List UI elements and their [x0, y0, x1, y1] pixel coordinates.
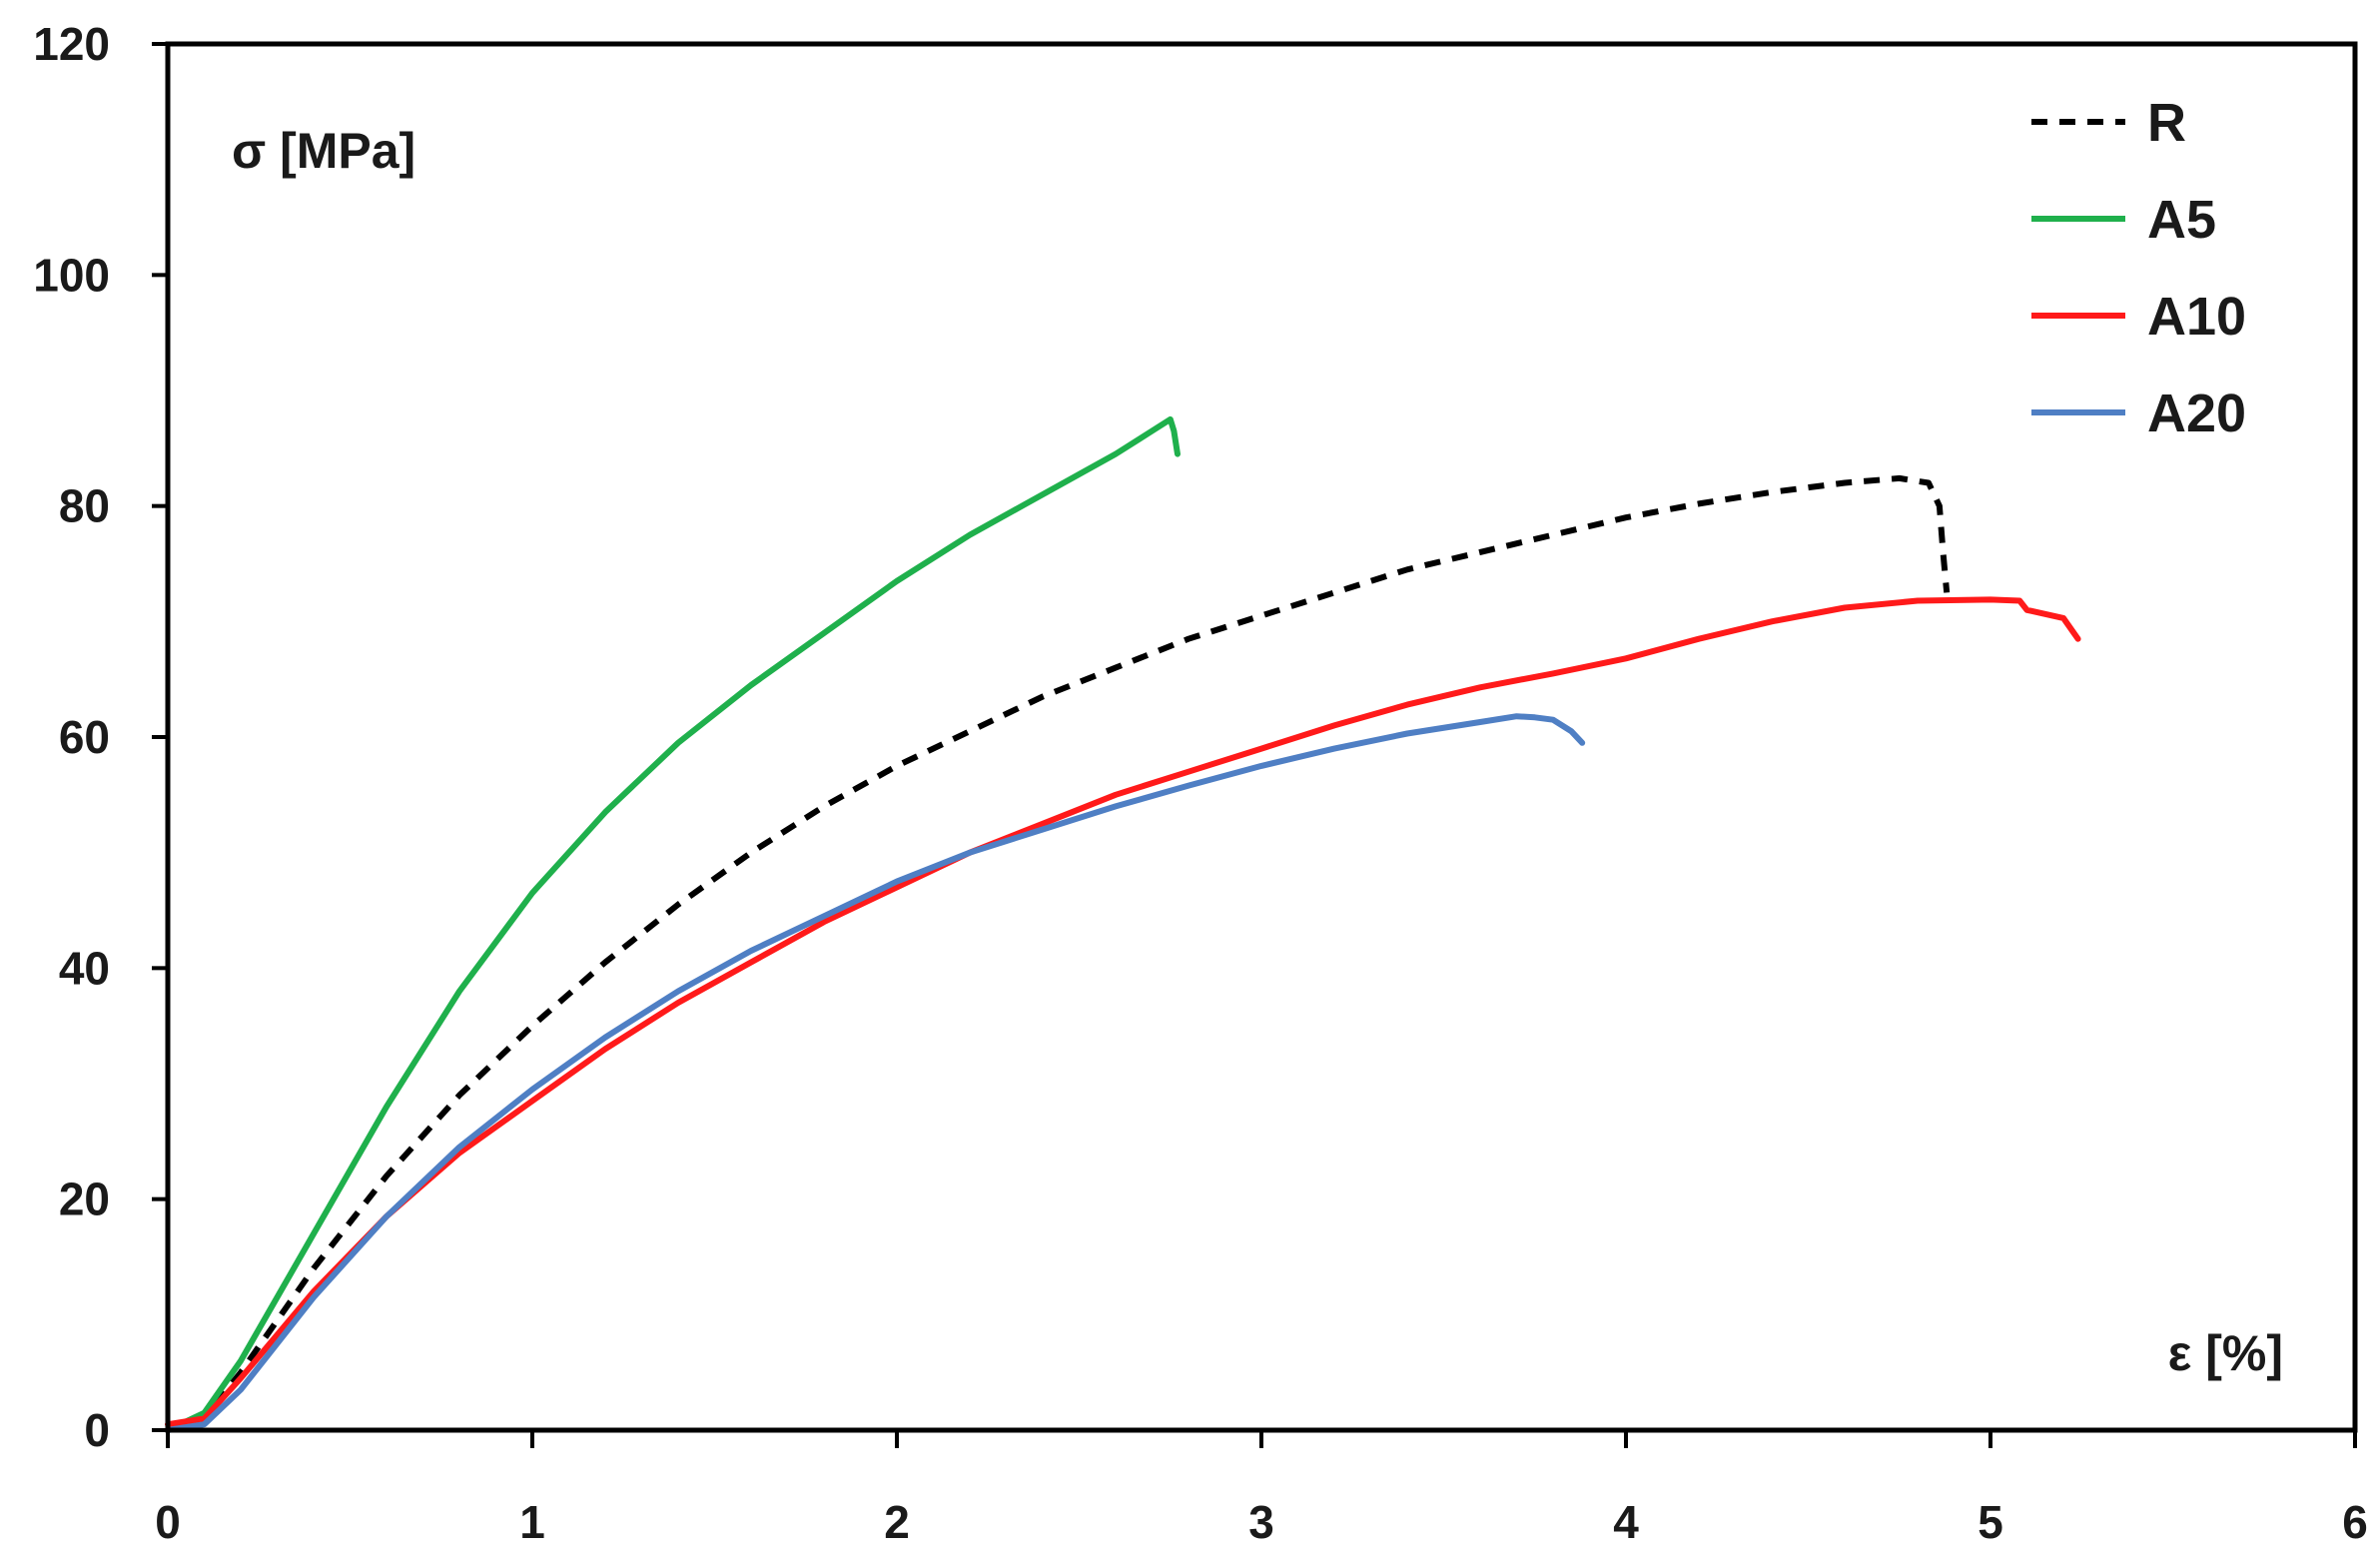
series-layer: [165, 415, 2081, 1433]
x-tick-label: 6: [2342, 1496, 2368, 1548]
series-line-r: [167, 474, 1951, 1433]
x-tick-label: 1: [519, 1496, 545, 1548]
y-tick-label: 40: [59, 942, 110, 994]
x-axis-label: ε [%]: [2168, 1325, 2283, 1381]
series-line-a5: [165, 415, 1181, 1433]
y-tick-label: 80: [59, 480, 110, 532]
series-line-a10: [165, 596, 2081, 1428]
x-tick-label: 3: [1248, 1496, 1274, 1548]
y-tick-label: 120: [33, 18, 110, 70]
legend-label-a10: A10: [2147, 287, 2246, 347]
legend-label-r: R: [2147, 93, 2186, 153]
legend-label-a20: A20: [2147, 384, 2246, 443]
y-tick-label: 20: [59, 1173, 110, 1225]
x-tick-label: 0: [155, 1496, 181, 1548]
legend: R A5 A10 A20: [2031, 93, 2246, 443]
x-tick-label: 2: [884, 1496, 910, 1548]
x-tick-label: 5: [1978, 1496, 2003, 1548]
plot-frame: [165, 41, 2358, 1433]
x-tick-label: 4: [1613, 1496, 1639, 1548]
legend-label-a5: A5: [2147, 190, 2216, 250]
y-axis-label: σ [MPa]: [232, 123, 415, 179]
y-tick-label: 0: [84, 1404, 110, 1456]
y-tick-label: 100: [33, 249, 110, 301]
y-tick-label: 60: [59, 711, 110, 763]
series-line-a20: [165, 713, 1586, 1433]
